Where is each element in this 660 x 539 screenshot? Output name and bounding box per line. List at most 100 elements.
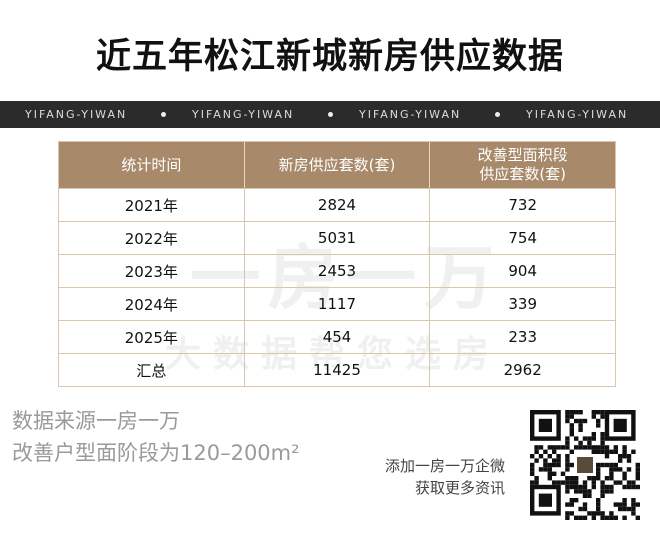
- qr-module: [582, 506, 588, 512]
- table-cell: 2021年: [59, 189, 244, 221]
- qr-module: [530, 480, 535, 485]
- qr-module: [552, 449, 557, 454]
- qr-module: [578, 484, 583, 490]
- cell-text: 732: [508, 196, 537, 214]
- qr-module: [565, 515, 570, 520]
- banner-dot: [495, 112, 500, 117]
- qr-module: [600, 436, 605, 441]
- qr-module: [600, 432, 605, 437]
- qr-module: [547, 462, 552, 468]
- qr-module: [604, 489, 610, 494]
- qr-module: [565, 414, 570, 419]
- qr-module: [560, 480, 566, 485]
- qr-module: [604, 454, 610, 459]
- qr-module: [618, 480, 623, 485]
- banner-dot: [161, 112, 166, 117]
- qr-module: [569, 484, 574, 490]
- cell-text: 339: [508, 295, 537, 313]
- qr-module: [635, 462, 640, 468]
- qr-module: [569, 502, 574, 507]
- cell-text: 2824: [317, 196, 357, 214]
- qr-module: [618, 458, 623, 463]
- qr-module: [543, 462, 548, 468]
- qr-module: [547, 476, 552, 481]
- qr-module: [565, 484, 570, 490]
- qr-module: [534, 458, 539, 463]
- qr-module: [600, 449, 605, 454]
- qr-module: [604, 449, 610, 454]
- qr-module: [569, 498, 574, 503]
- qr-module: [565, 458, 570, 463]
- qr-module: [587, 489, 592, 494]
- qr-module: [626, 480, 632, 485]
- header-text: 统计时间: [121, 155, 182, 174]
- cell-text: 11425: [313, 361, 361, 379]
- banner-text: YIFANG-YIWAN: [526, 108, 629, 121]
- cell-text: 1117: [317, 295, 357, 313]
- qr-module: [574, 410, 579, 415]
- qr-module: [556, 445, 561, 450]
- qr-module: [596, 467, 601, 472]
- qr-module: [569, 432, 574, 437]
- qr-module: [582, 489, 588, 494]
- qr-module: [565, 454, 570, 459]
- cell-text: 2021年: [124, 196, 178, 215]
- cell-text: 2453: [317, 262, 357, 280]
- qr-code: [530, 410, 640, 520]
- qr-module: [600, 480, 605, 485]
- qr-module: [596, 498, 601, 503]
- qr-module: [618, 454, 623, 459]
- qr-module: [574, 436, 579, 441]
- qr-module: [622, 476, 627, 481]
- table-cell: 454: [243, 321, 430, 353]
- cell-text: 2962: [503, 361, 542, 379]
- qr-module: [574, 476, 579, 481]
- qr-module: [600, 515, 605, 520]
- qr-module: [591, 432, 596, 437]
- cell-text: 454: [322, 328, 352, 346]
- cell-text: 2023年: [124, 262, 178, 281]
- qr-module: [578, 489, 583, 494]
- qr-module: [556, 480, 561, 485]
- qr-module: [626, 458, 632, 463]
- cell-text: 754: [508, 229, 537, 247]
- qr-module: [622, 515, 627, 520]
- qr-module: [596, 502, 601, 507]
- qr-module: [600, 484, 605, 490]
- qr-module: [530, 471, 535, 476]
- qr-module: [569, 414, 574, 419]
- qr-module: [631, 506, 636, 512]
- qr-module: [530, 467, 535, 472]
- banner-text: YIFANG-YIWAN: [359, 108, 462, 121]
- qr-module: [569, 480, 574, 485]
- header-text: 新房供应套数(套): [278, 155, 396, 174]
- title: 近五年松江新城新房供应数据: [95, 37, 564, 77]
- qr-module: [613, 462, 618, 468]
- qr-module: [631, 502, 636, 507]
- qr-module: [591, 476, 596, 481]
- qr-module: [538, 493, 552, 507]
- qr-module: [569, 462, 574, 468]
- qr-module: [552, 480, 557, 485]
- qr-module: [591, 511, 596, 516]
- qr-module: [578, 418, 583, 424]
- qr-module: [543, 467, 548, 472]
- qr-module: [618, 502, 623, 507]
- qr-module: [609, 471, 614, 476]
- header-cell: 改善型面积段 供应套数(套): [429, 142, 615, 188]
- qr-module: [538, 418, 552, 432]
- qr-module: [578, 410, 583, 415]
- qr-module: [609, 467, 614, 472]
- qr-module: [569, 449, 574, 454]
- table-cell: 233: [429, 321, 615, 353]
- qr-module: [609, 476, 614, 481]
- qr-module: [635, 515, 640, 520]
- qr-module: [565, 467, 570, 472]
- qr-module: [622, 498, 627, 503]
- qr-module: [631, 480, 636, 485]
- qr-module: [582, 484, 588, 490]
- qr-module: [591, 515, 596, 520]
- qr-module: [578, 440, 583, 446]
- qr-module: [613, 515, 618, 520]
- qr-module: [569, 511, 574, 516]
